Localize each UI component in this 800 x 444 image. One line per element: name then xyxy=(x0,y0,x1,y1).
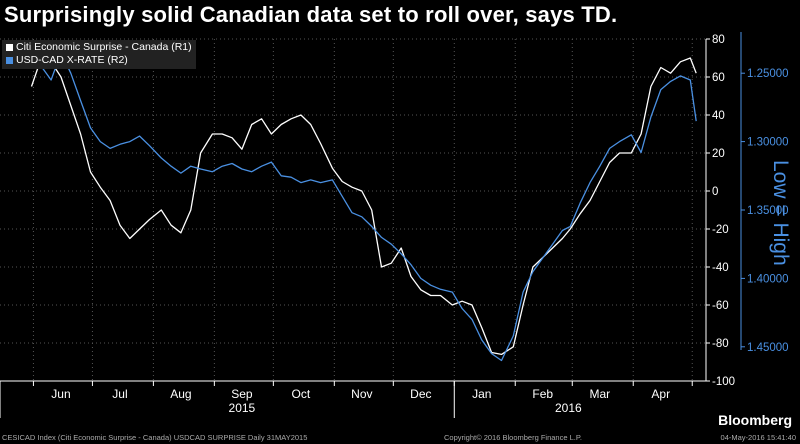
legend-entry-usdcad: USD-CAD X-RATE (R2) xyxy=(6,54,192,67)
right-tick-label: 1.30000 xyxy=(747,137,789,149)
left-axis-ticks: 80 60 40 20 0 -20 -40 -60 -80 -100 xyxy=(706,34,735,388)
x-tick-label: Nov xyxy=(351,387,372,401)
left-tick-label: 0 xyxy=(712,186,718,198)
left-tick-label: 60 xyxy=(712,72,725,84)
left-tick-label: 40 xyxy=(712,110,725,122)
x-tick-label: Jan xyxy=(472,387,491,401)
right-axis-label: Low = High xyxy=(769,159,792,266)
footer-source: CESICAD Index (Citi Economic Surprise - … xyxy=(2,433,308,442)
x-tick-label: Jul xyxy=(112,387,127,401)
x-tick-label: Feb xyxy=(532,387,553,401)
right-tick-label: 1.40000 xyxy=(747,273,789,285)
left-tick-label: -60 xyxy=(712,300,729,312)
x-tick-label: Oct xyxy=(292,387,311,401)
x-year-label: 2015 xyxy=(229,401,256,415)
axes xyxy=(0,32,742,382)
legend-label-citi: Citi Economic Surprise - Canada (R1) xyxy=(16,41,192,53)
right-tick-label: 1.35000 xyxy=(747,205,789,217)
legend: Citi Economic Surprise - Canada (R1) USD… xyxy=(2,40,196,69)
footer-copyright: Copyright© 2016 Bloomberg Finance L.P. xyxy=(444,433,582,442)
legend-entry-citi: Citi Economic Surprise - Canada (R1) xyxy=(6,41,192,54)
right-axis-ticks: 1.25000 1.30000 1.35000 1.40000 1.45000 xyxy=(741,68,789,354)
left-tick-label: -100 xyxy=(712,376,735,388)
x-tick-label: Apr xyxy=(651,387,670,401)
left-tick-label: 80 xyxy=(712,34,725,46)
chart-title: Surprisingly solid Canadian data set to … xyxy=(4,2,618,27)
grid-lines xyxy=(0,38,706,381)
left-tick-label: -80 xyxy=(712,338,729,350)
x-tick-label: Aug xyxy=(170,387,191,401)
legend-swatch-citi xyxy=(6,44,13,51)
footer-timestamp: 04-May-2016 15:41:40 xyxy=(720,433,796,442)
x-tick-label: Mar xyxy=(589,387,610,401)
bloomberg-logo: Bloomberg xyxy=(718,412,792,428)
legend-swatch-usdcad xyxy=(6,57,13,64)
x-year-label: 2016 xyxy=(555,401,582,415)
left-tick-label: 20 xyxy=(712,148,725,160)
series-line-usdcad xyxy=(31,52,697,362)
left-tick-label: -40 xyxy=(712,262,729,274)
series-line-citi-surprise xyxy=(30,57,697,356)
x-tick-label: Jun xyxy=(51,387,70,401)
x-tick-label: Dec xyxy=(410,387,431,401)
x-tick-label: Sep xyxy=(231,387,253,401)
series-lines xyxy=(30,52,697,362)
legend-label-usdcad: USD-CAD X-RATE (R2) xyxy=(16,54,128,66)
x-axis-ticks: Jun Jul Aug Sep Oct Nov Dec Jan Feb Mar Apr 2015 201… xyxy=(0,381,693,418)
left-tick-label: -20 xyxy=(712,224,729,236)
right-tick-label: 1.25000 xyxy=(747,68,789,80)
right-tick-label: 1.45000 xyxy=(747,342,789,354)
